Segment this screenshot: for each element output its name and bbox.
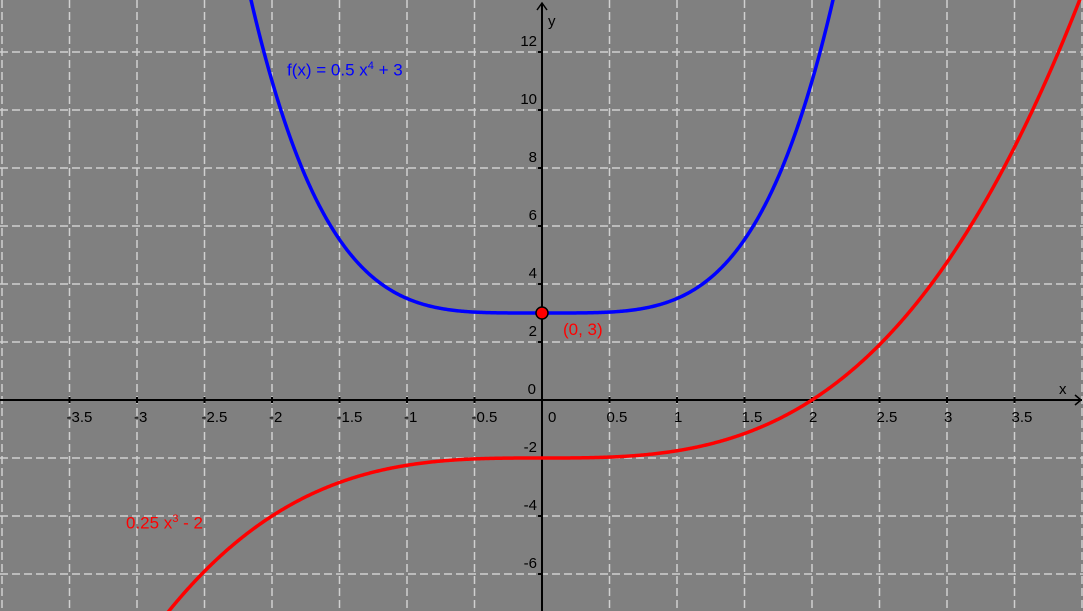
curves [166, 0, 1082, 611]
y-tick-label: 0 [528, 381, 536, 398]
x-tick-label: -2.5 [202, 409, 228, 426]
y-axis-arrow-icon [536, 1, 548, 11]
f-function-label: f(x) = 0.5 x4 + 3 [287, 60, 403, 81]
x-tick-label: 1.5 [742, 409, 763, 426]
y-tick-label: 12 [520, 33, 537, 50]
point-label: (0, 3) [563, 320, 603, 339]
x-tick-label: 3 [944, 409, 952, 426]
g-label-exponent: 3 [172, 513, 179, 525]
g-curve [166, 0, 1082, 611]
g-function-label: 0.25 x3 - 2 [126, 513, 203, 534]
x-tick-label: -3.5 [67, 409, 93, 426]
f-label-suffix: + 3 [373, 60, 403, 80]
x-axis-label: x [1059, 381, 1067, 398]
y-tick-label: 8 [529, 149, 537, 166]
y-tick-label: 4 [529, 265, 537, 282]
g-label-base: 0.25 x [126, 513, 173, 533]
y-tick-label: 10 [520, 91, 537, 108]
tick-labels: -3.5 -3 -2.5 -2 -1.5 -1 -0.5 0 0.5 1 1.5 2 2.5 3 3.5 -6… [67, 13, 1067, 575]
x-tick-label: -1 [404, 409, 417, 426]
points [535, 306, 549, 320]
x-tick-label: -0.5 [472, 409, 498, 426]
y-tick-label: -4 [524, 497, 537, 514]
x-tick-label: 0.5 [607, 409, 628, 426]
y-tick-label: -2 [524, 439, 537, 456]
x-tick-label: 3.5 [1012, 409, 1033, 426]
x-axis-arrow-icon [1074, 394, 1083, 406]
x-tick-label: 0 [548, 409, 556, 426]
f-label-exponent: 4 [367, 60, 374, 72]
x-tick-label: -1.5 [337, 409, 363, 426]
y-tick-label: 6 [529, 207, 537, 224]
y-tick-label: -6 [524, 555, 537, 572]
y-tick-label: 2 [529, 323, 537, 340]
x-tick-label: 2.5 [877, 409, 898, 426]
y-axis-label: y [548, 13, 556, 30]
g-label-suffix: - 2 [178, 513, 203, 533]
x-tick-label: -3 [134, 409, 147, 426]
f-label-base: f(x) = 0.5 x [287, 60, 368, 80]
x-tick-label: 1 [674, 409, 682, 426]
x-tick-label: 2 [809, 409, 817, 426]
point-marker-icon [535, 306, 549, 320]
x-tick-label: -2 [269, 409, 282, 426]
